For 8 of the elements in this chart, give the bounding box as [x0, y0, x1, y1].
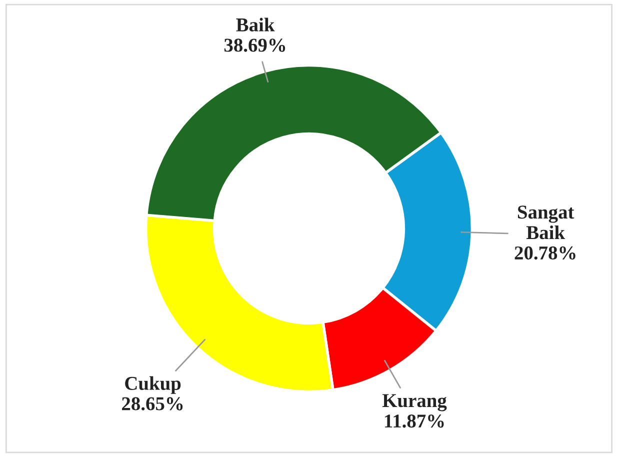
data-label: 38.69% [224, 38, 286, 52]
slice-label: Sangat Baik [518, 206, 574, 240]
slice-label: Baik [236, 18, 275, 32]
data-label: 11.87% [384, 414, 444, 428]
data-label: 20.78% [514, 246, 576, 260]
slice-label: Cukup [125, 376, 181, 394]
data-label: 28.65% [122, 397, 183, 410]
slice-label: Kurang [382, 394, 447, 412]
